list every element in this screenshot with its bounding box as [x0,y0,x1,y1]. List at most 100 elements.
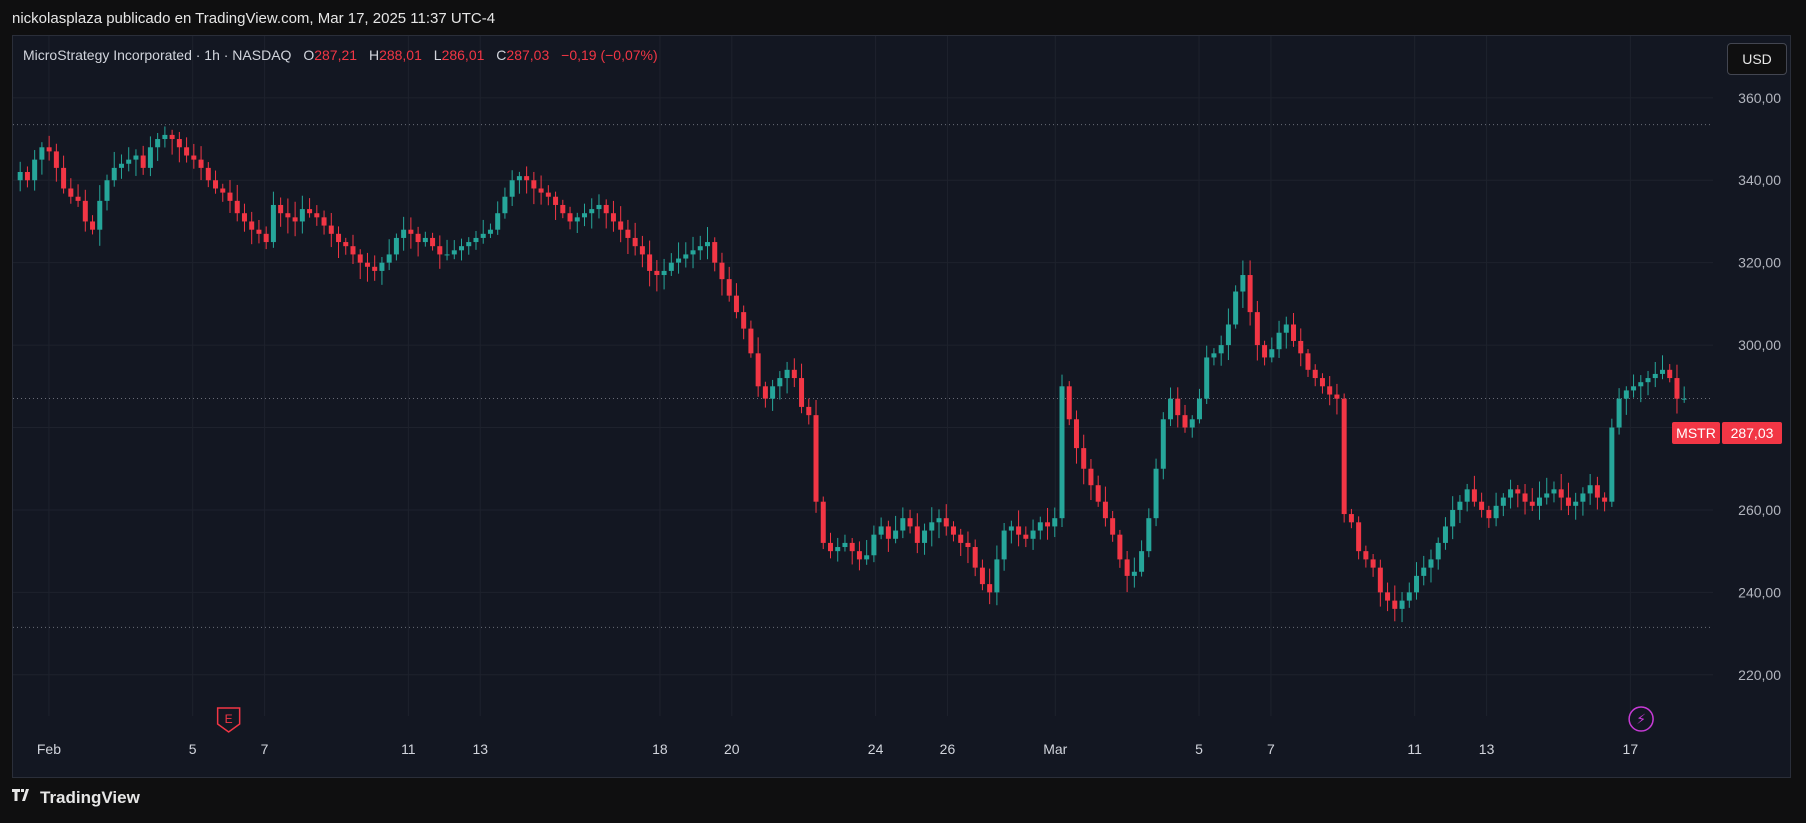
candle-body [1645,378,1651,383]
candle-body [661,270,667,276]
candle-body [1544,493,1550,498]
candle-body [46,147,52,152]
candle-body [1573,501,1579,506]
candle-body [278,204,284,214]
candle-body [1500,497,1506,506]
candle-body [1110,518,1116,535]
candle-body [929,522,935,531]
candle-body [770,386,776,399]
candle-body [285,213,291,218]
candle-body [270,204,276,243]
candle-body [516,176,522,181]
candle-body [502,196,508,214]
open-label: O [303,47,315,63]
candle-body [1435,542,1441,560]
candle-body [1616,398,1622,428]
candle-body [820,501,826,543]
candle-body [379,262,385,271]
candle-body [1283,324,1289,333]
candlestick-chart[interactable]: 220,00240,00260,00280,00300,00320,00340,… [13,36,1790,777]
candle-body [133,155,139,160]
candle-body [1095,485,1101,502]
symbol-title: MicroStrategy Incorporated · 1h · NASDAQ [23,47,292,63]
candle-body [1341,398,1347,515]
lightning-marker-icon: ⚡ [1628,706,1654,732]
earnings-marker-icon: E [216,707,241,733]
candle-body [1667,369,1673,379]
candle-body [249,221,255,230]
candle-body [1124,559,1130,576]
candle-body [336,233,342,243]
candle-body [1385,592,1391,601]
candle-body [784,369,790,379]
candle-body [1363,551,1369,560]
candle-body [343,242,349,247]
candle-body [726,279,732,296]
currency-button[interactable]: USD [1727,43,1787,75]
candle-body [241,213,247,222]
candle-body [741,312,747,329]
tradingview-logo[interactable]: TradingView [12,788,140,808]
candle-body [697,246,703,251]
publisher-line: nickolasplaza publicado en TradingView.c… [12,10,496,27]
candle-body [1681,398,1687,400]
candle-body [922,530,928,543]
candle-body [1580,493,1586,502]
candle-body [1189,419,1195,428]
candle-body [1088,468,1094,486]
candle-body [560,204,566,214]
candle-body [1139,551,1145,572]
candle-body [1008,526,1014,531]
candle-body [299,209,305,222]
candle-body [1196,398,1202,420]
candle-body [813,415,819,502]
candle-body [104,180,110,201]
x-tick-label: 11 [401,741,416,757]
candle-body [430,237,436,247]
candle-body [1276,332,1282,350]
candle-body [1117,534,1123,560]
low-value: 286,01 [441,47,485,63]
candle-body [191,155,197,160]
candle-body [372,266,378,271]
candle-body [777,378,783,387]
close-label: C [496,47,507,63]
candle-body [900,518,906,531]
candle-body [1356,522,1362,552]
open-value: 287,21 [314,47,358,63]
candle-body [610,213,616,222]
candle-body [1168,398,1174,420]
candle-body [1059,386,1065,519]
candle-body [864,555,870,560]
y-tick-label: 340,00 [1738,172,1781,188]
candle-body [444,254,450,256]
candle-body [1052,518,1058,527]
candle-body [1638,382,1644,387]
candle-body [169,134,175,140]
ticker-badge: MSTR [1672,422,1720,444]
candle-body [538,188,544,193]
candle-body [147,147,153,168]
candle-body [1479,501,1485,510]
candle-body [1240,275,1246,292]
candle-body [524,176,530,181]
x-tick-label: 26 [940,741,956,757]
y-tick-label: 360,00 [1738,90,1781,106]
candle-body [1428,559,1434,568]
candle-body [155,139,161,148]
chart-area[interactable]: 220,00240,00260,00280,00300,00320,00340,… [12,35,1791,778]
candle-body [1565,497,1571,506]
candle-body [364,262,370,267]
candle-body [357,254,363,263]
candle-body [1508,489,1514,498]
y-tick-label: 260,00 [1738,502,1781,518]
candle-body [473,237,479,243]
candle-body [1312,369,1318,379]
candle-body [1587,485,1593,494]
candle-body [1457,501,1463,510]
high-label: H [368,47,380,63]
candle-body [1464,489,1470,502]
candle-body [719,262,725,280]
candle-body [1327,386,1333,395]
candle-body [950,526,956,535]
